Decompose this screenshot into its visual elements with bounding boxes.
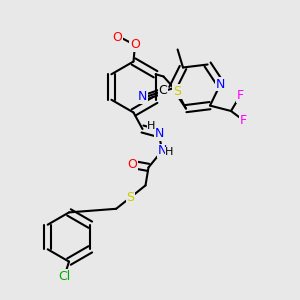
Text: H: H [147, 121, 156, 131]
Text: O: O [130, 38, 140, 52]
Text: N: N [138, 90, 147, 103]
Text: N: N [216, 77, 225, 91]
Text: S: S [173, 85, 181, 98]
Text: N: N [157, 144, 167, 158]
Text: N: N [154, 127, 164, 140]
Text: F: F [239, 113, 247, 127]
Text: H: H [165, 147, 174, 158]
Text: O: O [127, 158, 137, 171]
Text: C: C [158, 84, 167, 98]
Text: Cl: Cl [58, 269, 70, 283]
Text: O: O [113, 31, 122, 44]
Text: F: F [236, 89, 244, 103]
Text: S: S [127, 191, 134, 204]
